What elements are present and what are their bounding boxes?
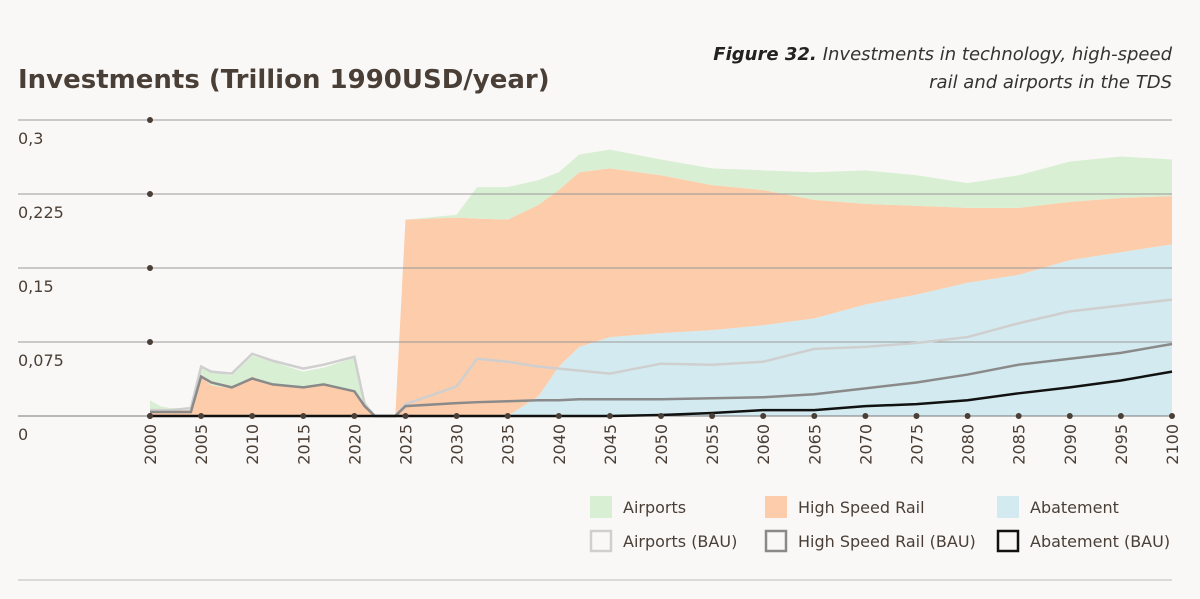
y-tick-label: 0 xyxy=(18,425,28,444)
x-tick-dot xyxy=(862,413,869,419)
x-tick-label: 2065 xyxy=(805,424,824,465)
figure-label: Figure 32. Investments in technology, hig… xyxy=(713,44,1172,65)
legend-swatch xyxy=(590,496,612,518)
x-tick-label: 2035 xyxy=(499,424,518,465)
legend-swatch xyxy=(996,529,1020,553)
y-tick-dot xyxy=(147,265,153,271)
x-tick-dot xyxy=(606,413,613,419)
x-tick-dot xyxy=(504,413,511,419)
figure-label-text: Figure 32. xyxy=(713,44,816,65)
x-tick-dot xyxy=(453,413,460,419)
line xyxy=(150,370,1173,418)
y-tick-label: 0,225 xyxy=(18,203,64,222)
x-tick-dot xyxy=(709,413,716,419)
line xyxy=(150,342,1173,418)
areas xyxy=(150,149,1172,416)
x-tick-label: 2100 xyxy=(1163,424,1182,465)
caption-line: Investments in technology, high-speed xyxy=(823,44,1173,65)
x-tick-dot xyxy=(402,413,409,419)
x-tick-label: 2020 xyxy=(345,424,364,465)
area xyxy=(150,168,1172,416)
legend-swatch xyxy=(589,529,613,553)
y-tick-dot xyxy=(147,339,153,345)
legend: Airports High Speed Rail Abatement Airports… xyxy=(589,496,1170,553)
x-tick-label: 2010 xyxy=(243,424,262,465)
legend-label: Airports (BAU) xyxy=(623,532,737,551)
area xyxy=(150,244,1172,416)
x-tick-dot xyxy=(249,413,256,419)
x-tick-label: 2060 xyxy=(754,424,773,465)
x-tick-dot xyxy=(964,413,971,419)
y-tick-dot xyxy=(147,191,153,197)
legend-label: Abatement xyxy=(1030,498,1119,517)
x-tick-label: 2040 xyxy=(550,424,569,465)
legend-label: High Speed Rail xyxy=(798,498,925,517)
x-tick-label: 2055 xyxy=(703,424,722,465)
x-tick-label: 2045 xyxy=(601,424,620,465)
y-tick-label: 0,075 xyxy=(18,351,64,370)
legend-swatch xyxy=(764,529,788,553)
x-tick-dot xyxy=(1117,413,1124,419)
x-tick-label: 2005 xyxy=(192,424,211,465)
lines xyxy=(150,298,1173,418)
x-tick-label: 2000 xyxy=(141,424,160,465)
x-tick-dot xyxy=(300,413,307,419)
x-tick-label: 2075 xyxy=(908,424,927,465)
x-tick-label: 2025 xyxy=(397,424,416,465)
x-tick-dot xyxy=(147,413,153,419)
y-tick-label: 0,3 xyxy=(18,129,43,148)
legend-label: Airports xyxy=(623,498,686,517)
legend-label: High Speed Rail (BAU) xyxy=(798,532,976,551)
axis: 0 0,075 0,15 0,225 0,3 2000 2005 2010 2015 2020 20… xyxy=(18,117,1182,465)
y-tick-dot xyxy=(147,117,153,123)
legend-swatch xyxy=(765,496,787,518)
x-tick-label: 2085 xyxy=(1010,424,1029,465)
x-tick-label: 2090 xyxy=(1061,424,1080,465)
x-tick-label: 2095 xyxy=(1112,424,1131,465)
x-tick-label: 2080 xyxy=(959,424,978,465)
y-tick-label: 0,15 xyxy=(18,277,54,296)
x-tick-dot xyxy=(913,413,920,419)
x-tick-label: 2015 xyxy=(294,424,313,465)
x-tick-dot xyxy=(198,413,205,419)
caption-line: rail and airports in the TDS xyxy=(929,72,1172,93)
x-tick-label: 2070 xyxy=(856,424,875,465)
x-tick-dot xyxy=(351,413,358,419)
legend-label: Abatement (BAU) xyxy=(1030,532,1170,551)
area xyxy=(150,149,1172,416)
x-tick-dot xyxy=(1169,413,1175,419)
x-tick-dot xyxy=(658,413,664,419)
x-tick-dot xyxy=(1066,413,1073,419)
legend-swatch xyxy=(997,496,1019,518)
x-tick-label: 2050 xyxy=(652,424,671,465)
x-tick-label: 2030 xyxy=(448,424,467,465)
x-tick-dot xyxy=(1015,413,1022,419)
x-tick-dot xyxy=(811,413,818,419)
chart-title: Investments (Trillion 1990USD/year) xyxy=(18,65,550,95)
x-tick-dot xyxy=(760,413,767,419)
x-tick-dot xyxy=(555,413,562,419)
line xyxy=(150,298,1173,418)
